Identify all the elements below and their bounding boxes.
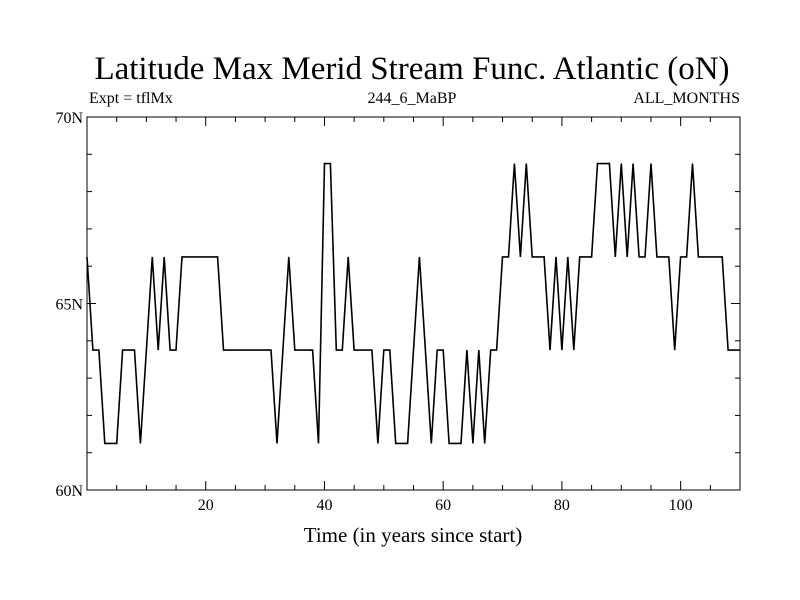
plot-frame [86,116,741,491]
y-axis-ticks [87,153,740,454]
series-group [86,162,740,445]
x-tick-label-20: 20 [198,497,214,514]
x-axis-ticks [116,117,711,490]
series-line-0 [86,162,740,445]
chart-title: Latitude Max Merid Stream Func. Atlantic… [94,51,729,87]
x-axis-label: Time (in years since start) [304,523,523,547]
x-tick-label-60: 60 [435,497,451,514]
subtitle-left: Expt = tflMx [89,90,173,107]
y-tick-label-65: 65N [55,297,83,314]
y-tick-label-60: 60N [55,483,83,500]
x-axis-tick-labels: 20 40 60 80 100 [198,497,693,514]
x-tick-label-40: 40 [316,497,332,514]
subtitle-right: ALL_MONTHS [633,90,740,107]
y-tick-label-70: 70N [55,110,83,127]
x-tick-label-80: 80 [554,497,570,514]
subtitle-center: 244_6_MaBP [368,90,457,107]
x-tick-label-100: 100 [669,497,693,514]
y-axis-tick-labels: 60N 65N 70N [55,110,83,500]
